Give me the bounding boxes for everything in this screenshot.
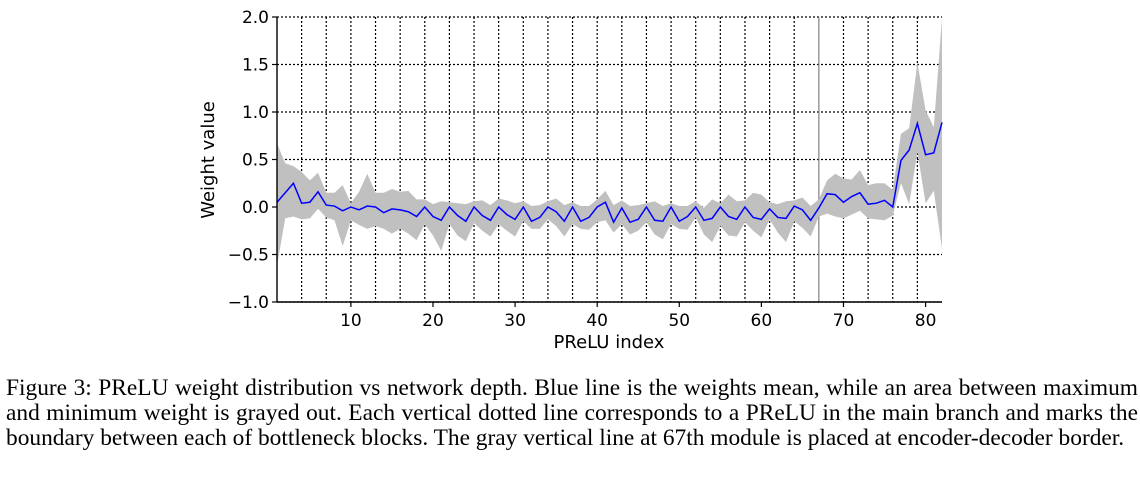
y-axis-label: Weight value xyxy=(198,101,219,219)
x-tick-label: 50 xyxy=(668,311,690,331)
y-tick-label: 0.0 xyxy=(242,198,269,218)
x-tick-label: 60 xyxy=(751,311,773,331)
axes xyxy=(272,16,942,307)
x-axis-label: PReLU index xyxy=(554,332,665,353)
x-tick-label: 20 xyxy=(422,311,444,331)
x-tick-label: 10 xyxy=(340,311,362,331)
y-tick-label: −0.5 xyxy=(228,246,269,266)
range-fill xyxy=(277,17,942,266)
tick-labels: −1.0 −0.5 0.0 0.5 1.0 1.5 2.0 10 20 30 40 50 60 70 80 xyxy=(228,8,937,331)
y-tick-label: 2.0 xyxy=(242,8,269,28)
y-tick-label: 0.5 xyxy=(242,151,269,171)
mean-polyline xyxy=(276,120,943,224)
y-tick-label: −1.0 xyxy=(228,293,269,313)
x-tick-label: 70 xyxy=(833,311,855,331)
grid-lines xyxy=(277,16,942,303)
min-max-range-area xyxy=(277,17,942,266)
prelu-weight-chart: −1.0−0.50.00.51.01.52.010 20 30 40 50 60 70 80 … xyxy=(198,8,943,353)
figure-caption: Figure 3: PReLU weight distribution vs n… xyxy=(6,375,1138,451)
y-tick-label: 1.0 xyxy=(242,103,269,123)
mean-weight-line xyxy=(276,120,943,224)
y-tick-label: 1.5 xyxy=(242,56,269,76)
x-tick-label: 40 xyxy=(586,311,608,331)
x-tick-label: 30 xyxy=(504,311,526,331)
x-tick-label: 80 xyxy=(915,311,937,331)
